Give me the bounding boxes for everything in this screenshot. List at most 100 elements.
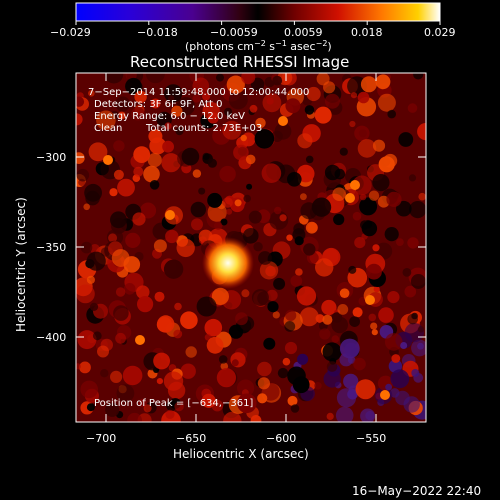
image-texture-blob [76, 168, 90, 182]
image-texture-blob [214, 221, 223, 230]
image-texture-blob [150, 98, 161, 109]
image-texture-blob [115, 332, 126, 344]
image-texture-blob [173, 329, 183, 339]
image-texture-blob [154, 291, 165, 302]
image-texture-blob [136, 285, 150, 299]
image-texture-blob [181, 147, 200, 166]
image-texture-blob [305, 221, 318, 234]
image-texture-blob [375, 74, 391, 90]
image-texture-blob [156, 378, 163, 385]
image-texture-blob [218, 355, 228, 364]
image-texture-blob [204, 318, 223, 337]
image-texture-blob [354, 237, 366, 249]
image-texture-blob [337, 304, 349, 315]
image-texture-blob [164, 122, 172, 130]
image-texture-blob [85, 190, 100, 206]
image-texture-blob [163, 371, 184, 391]
image-texture-blob [331, 335, 340, 343]
image-bright-spot [278, 116, 288, 126]
image-texture-blob [352, 307, 363, 318]
image-texture-blob [76, 363, 81, 370]
image-texture-blob [396, 238, 404, 247]
image-texture-blob [147, 153, 162, 168]
image-texture-blob [332, 187, 347, 201]
image-texture-blob [115, 96, 131, 112]
image-texture-blob [86, 403, 95, 412]
image-texture-blob [113, 169, 124, 180]
image-texture-blob [285, 309, 297, 321]
image-texture-blob [352, 211, 362, 221]
image-texture-blob [314, 106, 332, 124]
image-texture-blob [90, 244, 100, 254]
image-texture-blob [76, 113, 83, 126]
image-texture-blob [266, 97, 274, 105]
image-texture-blob [86, 275, 95, 284]
image-texture-blob [245, 154, 256, 165]
image-texture-blob [372, 174, 390, 192]
y-axis-label: Heliocentric Y (arcsec) [14, 197, 28, 332]
image-texture-blob [387, 291, 400, 304]
image-texture-blob [133, 146, 151, 164]
image-texture-blob [174, 302, 182, 311]
image-texture-blob [409, 201, 426, 219]
image-texture-blob [279, 214, 287, 222]
image-texture-blob [219, 165, 236, 183]
image-texture-blob [222, 120, 242, 140]
image-texture-blob [357, 91, 370, 104]
image-texture-blob [282, 357, 291, 366]
image-texture-blob [175, 127, 184, 136]
image-texture-blob [361, 220, 378, 237]
image-texture-blob [326, 412, 334, 420]
image-texture-blob [357, 139, 377, 158]
image-texture-blob [174, 401, 184, 412]
image-texture-blob [140, 202, 157, 219]
image-texture-blob [254, 129, 275, 149]
image-texture-blob [354, 125, 370, 141]
image-texture [76, 73, 426, 422]
image-texture-blob [258, 251, 272, 265]
image-texture-blob [100, 369, 109, 378]
image-texture-blob [290, 404, 300, 413]
colorbar-tick-label: 0.029 [424, 26, 456, 39]
image-texture-blob [113, 305, 129, 321]
image-texture-blob [226, 208, 233, 215]
image-texture-blob [297, 353, 309, 365]
image-texture-blob [305, 155, 314, 164]
image-texture-blob [418, 192, 426, 201]
image-texture-blob [100, 247, 110, 257]
image-texture-blob [89, 302, 99, 311]
image-texture-blob [79, 361, 91, 374]
image-texture-blob [240, 134, 247, 142]
image-texture-blob [407, 237, 419, 249]
colorbar-unit-label: (photons cm−2 s−1 asec−2) [185, 39, 332, 53]
y-tick-label: −350 [36, 241, 66, 254]
image-texture-blob [157, 315, 175, 333]
colorbar-tick-label: −0.018 [137, 26, 178, 39]
colorbar-gradient [75, 2, 441, 22]
image-texture-blob [290, 275, 303, 287]
image-texture-blob [202, 92, 211, 101]
colorbar-tick-label: −0.0059 [210, 26, 258, 39]
image-texture-blob [297, 133, 313, 149]
image-texture-blob [300, 193, 307, 201]
image-texture-blob [286, 234, 293, 241]
image-texture-blob [234, 199, 242, 207]
image-texture-blob [113, 140, 125, 152]
image-texture-blob [88, 90, 95, 97]
image-texture-blob [287, 172, 302, 187]
image-texture-blob [417, 342, 424, 350]
image-texture-blob [162, 140, 175, 153]
image-texture-blob [153, 352, 171, 370]
image-texture-blob [387, 109, 397, 119]
image-texture-blob [368, 313, 377, 322]
image-texture-blob [404, 322, 424, 343]
image-texture-blob [233, 144, 249, 161]
image-texture-blob [352, 175, 372, 196]
image-texture-blob [228, 90, 248, 110]
colorbar-tick-label: 0.0059 [284, 26, 323, 39]
image-texture-blob [165, 229, 179, 244]
image-texture-blob [323, 370, 341, 388]
image-texture-blob [192, 94, 201, 103]
image-texture-blob [255, 117, 266, 129]
image-texture-blob [77, 330, 97, 350]
